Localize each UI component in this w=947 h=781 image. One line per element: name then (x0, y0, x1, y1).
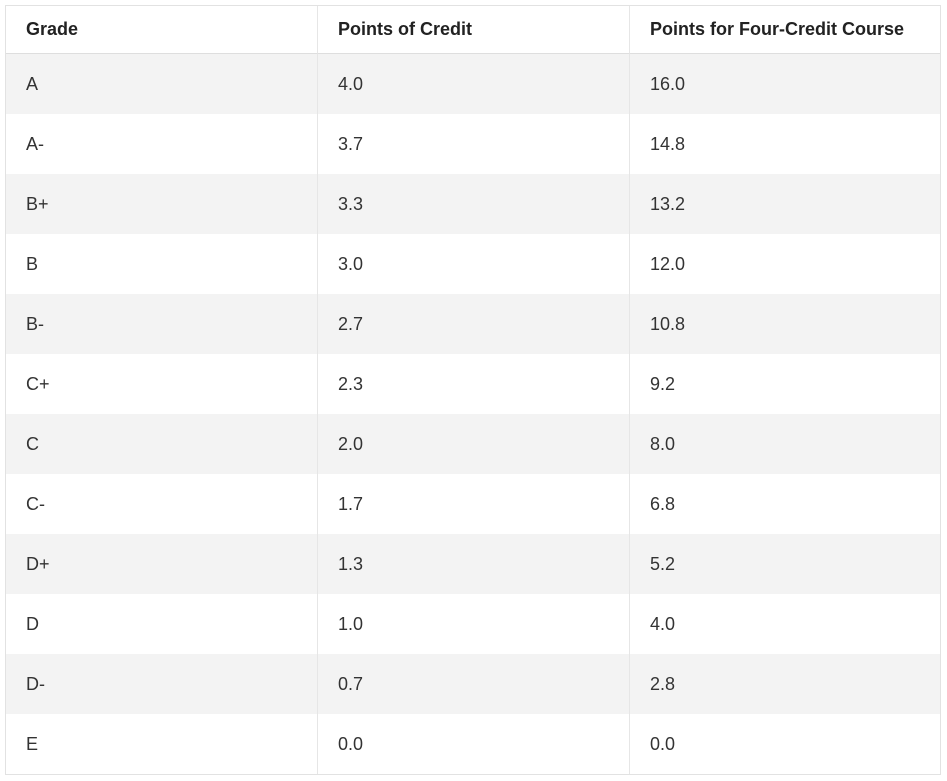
four-credit-points-cell: 9.2 (630, 354, 940, 414)
points-of-credit-cell: 2.3 (318, 354, 630, 414)
grade-cell: D (6, 594, 318, 654)
table-row: C 2.0 8.0 (6, 414, 940, 474)
table-row: C- 1.7 6.8 (6, 474, 940, 534)
grade-cell: A- (6, 114, 318, 174)
grade-cell: B (6, 234, 318, 294)
grade-points-table: Grade Points of Credit Points for Four-C… (5, 5, 941, 775)
four-credit-points-cell: 4.0 (630, 594, 940, 654)
four-credit-points-cell: 2.8 (630, 654, 940, 714)
points-of-credit-cell: 4.0 (318, 54, 630, 114)
points-of-credit-cell: 2.0 (318, 414, 630, 474)
grade-cell: C (6, 414, 318, 474)
four-credit-points-cell: 16.0 (630, 54, 940, 114)
grade-cell: C+ (6, 354, 318, 414)
table-row: D- 0.7 2.8 (6, 654, 940, 714)
table-row: B 3.0 12.0 (6, 234, 940, 294)
four-credit-points-cell: 14.8 (630, 114, 940, 174)
points-of-credit-cell: 3.0 (318, 234, 630, 294)
grade-cell: C- (6, 474, 318, 534)
four-credit-points-cell: 5.2 (630, 534, 940, 594)
four-credit-points-cell: 10.8 (630, 294, 940, 354)
grade-cell: B- (6, 294, 318, 354)
points-of-credit-cell: 0.0 (318, 714, 630, 774)
table-row: B- 2.7 10.8 (6, 294, 940, 354)
grade-cell: B+ (6, 174, 318, 234)
points-of-credit-cell: 2.7 (318, 294, 630, 354)
grade-cell: E (6, 714, 318, 774)
header-points-four-credit: Points for Four-Credit Course (630, 6, 940, 54)
points-of-credit-cell: 3.7 (318, 114, 630, 174)
four-credit-points-cell: 6.8 (630, 474, 940, 534)
grade-cell: A (6, 54, 318, 114)
points-of-credit-cell: 0.7 (318, 654, 630, 714)
grade-cell: D- (6, 654, 318, 714)
grade-cell: D+ (6, 534, 318, 594)
table-row: A- 3.7 14.8 (6, 114, 940, 174)
points-of-credit-cell: 1.3 (318, 534, 630, 594)
four-credit-points-cell: 12.0 (630, 234, 940, 294)
four-credit-points-cell: 0.0 (630, 714, 940, 774)
table-row: D 1.0 4.0 (6, 594, 940, 654)
table-row: C+ 2.3 9.2 (6, 354, 940, 414)
points-of-credit-cell: 3.3 (318, 174, 630, 234)
table-row: B+ 3.3 13.2 (6, 174, 940, 234)
table-row: D+ 1.3 5.2 (6, 534, 940, 594)
four-credit-points-cell: 8.0 (630, 414, 940, 474)
four-credit-points-cell: 13.2 (630, 174, 940, 234)
header-points-of-credit: Points of Credit (318, 6, 630, 54)
header-grade: Grade (6, 6, 318, 54)
points-of-credit-cell: 1.0 (318, 594, 630, 654)
table-header-row: Grade Points of Credit Points for Four-C… (6, 6, 940, 54)
points-of-credit-cell: 1.7 (318, 474, 630, 534)
table-row: A 4.0 16.0 (6, 54, 940, 114)
table-row: E 0.0 0.0 (6, 714, 940, 774)
